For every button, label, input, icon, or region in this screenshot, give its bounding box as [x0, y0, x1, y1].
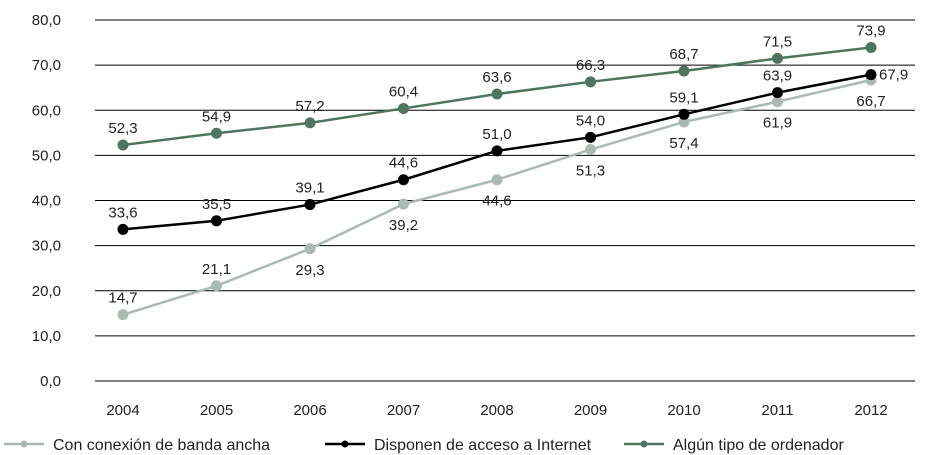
data-point: [117, 139, 129, 151]
data-label: 54,9: [202, 108, 231, 125]
data-label: 60,4: [389, 83, 418, 100]
data-label: 51,0: [482, 126, 511, 143]
data-label: 59,1: [669, 89, 698, 106]
y-tick-label: 0,0: [40, 373, 61, 390]
data-point: [304, 117, 316, 129]
data-label: 21,1: [202, 261, 231, 278]
y-tick-label: 70,0: [32, 57, 61, 74]
data-point: [772, 96, 783, 108]
data-label: 71,5: [763, 33, 792, 50]
legend-label: Disponen de acceso a Internet: [374, 437, 592, 454]
x-tick-label: 2009: [574, 402, 607, 419]
x-tick-label: 2004: [106, 402, 139, 419]
legend-swatch-marker: [640, 440, 648, 448]
x-tick-label: 2008: [480, 402, 513, 419]
data-point: [678, 116, 690, 128]
data-point: [678, 65, 690, 77]
data-label: 63,9: [763, 68, 792, 85]
x-tick-label: 2005: [200, 402, 233, 419]
y-axis: 0,0 10,0 20,0 30,0 40,0 50,0 60,0 70,0 80,0: [32, 12, 61, 390]
data-label: 29,3: [295, 262, 324, 279]
data-label: 66,3: [576, 57, 605, 74]
data-label: 39,2: [389, 217, 418, 234]
data-point: [491, 145, 503, 157]
data-labels: 14,7 21,1 29,3 39,2 44,6 51,3 57,4 61,9 66,7 33,6…: [108, 23, 908, 307]
x-axis: 2004 2005 2006 2007 2008 2009 2010 2011 2012: [106, 402, 887, 419]
data-label: 66,7: [856, 93, 885, 110]
legend-swatch-marker: [341, 440, 349, 448]
data-label: 51,3: [576, 163, 605, 180]
data-point: [398, 198, 409, 210]
data-point: [585, 76, 596, 88]
legend-label: Con conexión de banda ancha: [53, 437, 270, 454]
y-tick-label: 60,0: [32, 102, 61, 119]
x-tick-label: 2010: [667, 402, 700, 419]
data-label: 52,3: [108, 120, 137, 137]
data-point: [772, 52, 783, 64]
data-point: [211, 280, 222, 292]
data-point: [304, 199, 316, 211]
x-tick-label: 2012: [854, 402, 887, 419]
data-point: [678, 108, 690, 120]
data-label: 57,2: [295, 98, 324, 115]
y-tick-label: 40,0: [32, 193, 61, 210]
series-points: [117, 42, 877, 321]
data-point: [585, 144, 596, 156]
gridlines: [95, 19, 915, 382]
data-label: 14,7: [108, 290, 137, 307]
data-label: 57,4: [669, 135, 698, 152]
data-point: [304, 243, 316, 255]
data-label: 61,9: [763, 115, 792, 132]
data-label: 73,9: [856, 23, 885, 40]
data-label: 44,6: [389, 155, 418, 172]
y-tick-label: 30,0: [32, 238, 61, 255]
legend-label: Algún tipo de ordenador: [673, 437, 844, 454]
data-point: [211, 215, 222, 227]
data-label: 35,5: [202, 196, 231, 213]
data-point: [491, 174, 503, 186]
data-point: [491, 88, 503, 100]
legend-swatch-marker: [20, 440, 28, 448]
x-tick-label: 2007: [387, 402, 420, 419]
y-tick-label: 50,0: [32, 147, 61, 164]
data-point: [117, 223, 129, 235]
data-point: [772, 87, 783, 99]
data-point: [585, 131, 596, 143]
x-tick-label: 2006: [293, 402, 326, 419]
y-tick-label: 10,0: [32, 328, 61, 345]
x-tick-label: 2011: [761, 402, 793, 419]
data-label: 68,7: [669, 46, 698, 63]
y-tick-label: 80,0: [32, 12, 61, 29]
data-point: [117, 309, 129, 321]
data-label: 67,9: [879, 67, 908, 84]
data-point: [211, 127, 222, 139]
data-label: 63,6: [482, 69, 511, 86]
y-tick-label: 20,0: [32, 283, 61, 300]
data-point: [865, 69, 877, 81]
data-label: 44,6: [482, 193, 511, 210]
data-point: [865, 42, 877, 54]
legend: Con conexión de banda ancha Disponen de a…: [4, 437, 844, 454]
data-label: 39,1: [295, 180, 324, 197]
data-point: [398, 102, 409, 114]
data-label: 33,6: [108, 204, 137, 221]
data-point: [398, 174, 409, 186]
data-label: 54,0: [576, 112, 605, 129]
